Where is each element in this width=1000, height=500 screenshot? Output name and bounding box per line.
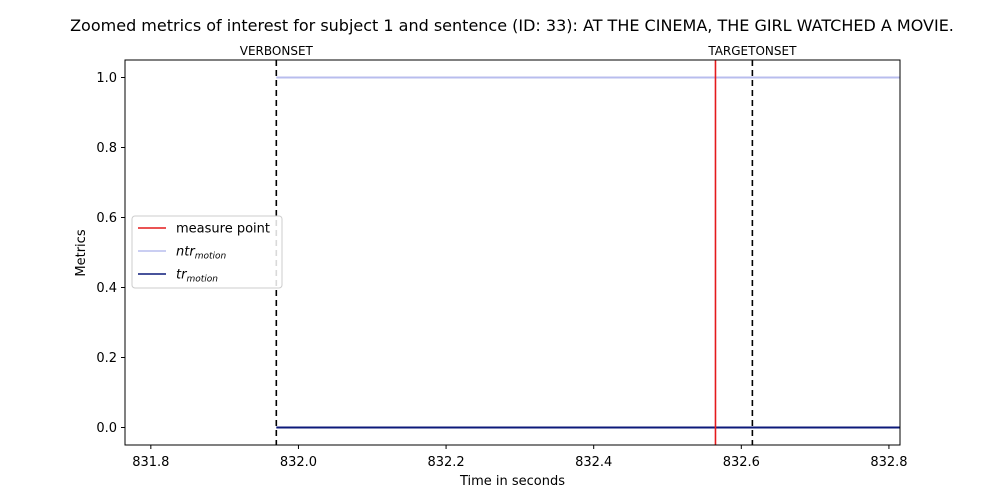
plot-frame <box>124 59 901 446</box>
x-tick-label: 832.0 <box>280 455 317 470</box>
x-tick-label: 831.8 <box>132 455 169 470</box>
y-tick-label: 1.0 <box>96 71 117 86</box>
y-tick-label: 0.8 <box>96 141 117 156</box>
y-axis-label: Metrics <box>74 229 89 276</box>
y-tick-label: 0.2 <box>96 351 117 366</box>
x-tick-label: 832.8 <box>870 455 907 470</box>
legend-label-ntr-motion: ntrmotion <box>176 245 226 262</box>
x-axis-label: Time in seconds <box>459 474 565 489</box>
legend-label-measure-point: measure point <box>176 222 270 237</box>
chart-title: Zoomed metrics of interest for subject 1… <box>70 16 954 35</box>
y-tick-label: 0.6 <box>96 211 117 226</box>
annotation-label-verbonset: VERBONSET <box>240 44 314 58</box>
y-axis-ticks: 0.0 0.2 0.4 0.6 0.8 1.0 <box>96 71 125 436</box>
legend-label-tr-motion: trmotion <box>176 268 218 285</box>
y-tick-label: 0.4 <box>96 281 117 296</box>
legend-label-tr-subscript: motion <box>186 275 218 285</box>
legend: measure point ntrmotion trmotion <box>131 215 283 289</box>
x-tick-label: 832.6 <box>723 455 760 470</box>
legend-label-ntr-name: ntr <box>176 245 196 260</box>
legend-label-tr-name: tr <box>176 268 188 283</box>
annotations: VERBONSET TARGETONSET <box>240 44 797 58</box>
x-tick-label: 832.4 <box>575 455 612 470</box>
legend-label-ntr-subscript: motion <box>195 252 227 262</box>
legend-frame <box>131 215 283 289</box>
plot-area <box>124 59 901 446</box>
x-axis-ticks: 831.8 832.0 832.2 832.4 832.6 832.8 <box>132 445 908 470</box>
annotation-label-targetonset: TARGETONSET <box>707 44 797 58</box>
y-tick-label: 0.0 <box>96 421 117 436</box>
x-tick-label: 832.2 <box>427 455 464 470</box>
